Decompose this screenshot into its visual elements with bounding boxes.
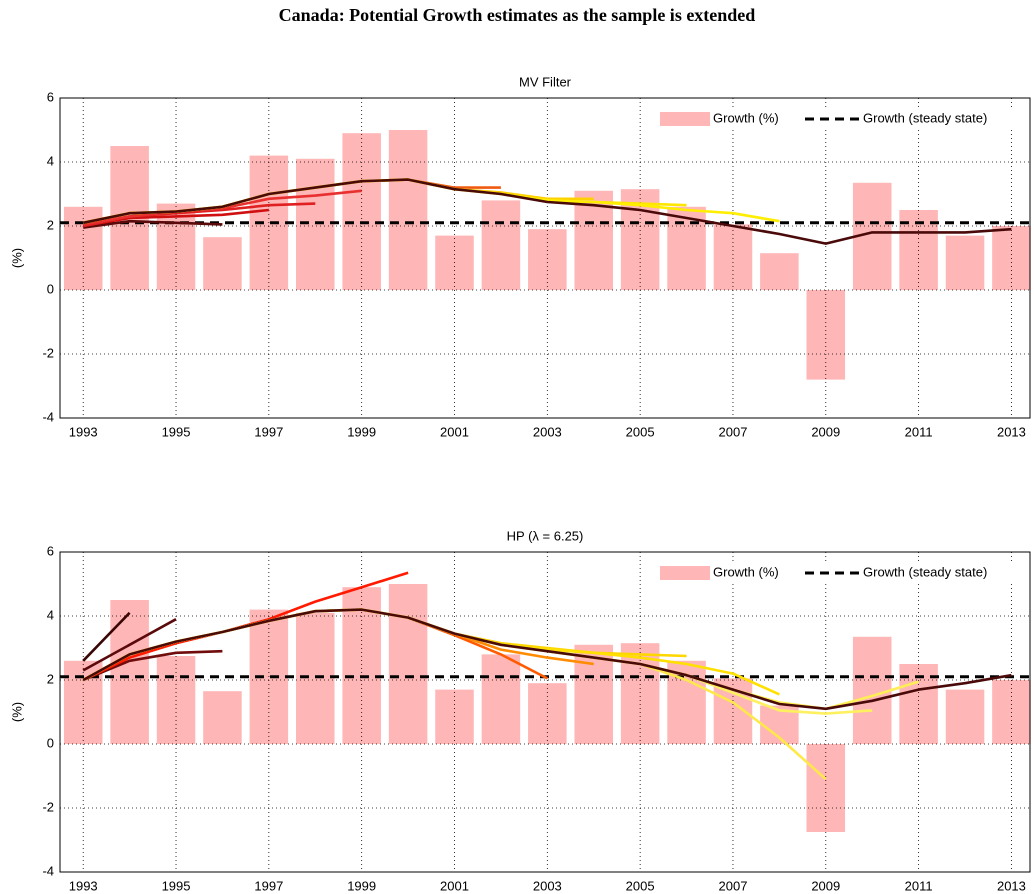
y-axis-label: (%) [9,248,24,268]
x-tick-label: 2005 [626,878,655,893]
estimate-line [82,178,1012,245]
legend-label: Growth (steady state) [863,564,987,579]
x-tick-label: 1993 [69,424,98,439]
bar [713,224,753,290]
legend-label: Growth (%) [713,564,779,579]
bar [945,235,985,290]
x-tick-label: 2003 [533,878,562,893]
y-tick-label: 0 [47,281,54,296]
bar [852,636,892,744]
y-tick-label: 2 [47,671,54,686]
x-tick-label: 2001 [440,424,469,439]
x-tick-label: 2009 [811,424,840,439]
x-tick-label: 2001 [440,878,469,893]
bar [760,253,799,290]
x-tick-label: 2013 [997,878,1026,893]
bar [388,130,428,290]
x-tick-label: 2011 [905,424,933,439]
y-tick-label: 0 [47,735,54,750]
bar [203,691,242,744]
x-tick-label: 2009 [811,878,840,893]
estimate-line [82,649,223,682]
x-tick-label: 1999 [347,878,376,893]
x-tick-label: 1999 [347,424,376,439]
y-tick-label: 2 [47,217,54,232]
x-tick-label: 2007 [719,878,748,893]
y-tick-label: -2 [42,799,54,814]
plot-frame [59,97,1031,419]
bar [481,200,521,290]
estimate-line [82,618,177,672]
bar [296,158,335,290]
legend-swatch [660,566,710,580]
panel-title: HP (λ = 6.25) [507,528,584,543]
bar [667,660,706,744]
bar [481,654,521,744]
x-tick-label: 1997 [254,878,283,893]
bar [110,600,149,744]
legend-label: Growth (%) [713,110,779,125]
x-tick-label: 1995 [162,878,191,893]
bar [296,612,335,744]
x-tick-label: 2007 [719,424,748,439]
bar [388,584,428,744]
x-tick-label: 1997 [254,424,283,439]
x-tick-label: 2013 [997,424,1026,439]
estimate-line [82,189,362,226]
legend-swatch [660,112,710,126]
y-tick-label: -2 [42,345,54,360]
y-axis-label: (%) [9,702,24,722]
y-tick-label: 6 [47,89,54,104]
x-tick-label: 1995 [162,424,191,439]
estimate-line [82,608,1012,711]
x-tick-label: 1993 [69,878,98,893]
y-tick-label: 4 [47,607,54,622]
estimate-line [83,219,223,229]
bar [342,133,381,290]
x-tick-label: 2011 [905,878,933,893]
bar [203,237,242,290]
y-tick-label: 6 [47,543,54,558]
estimate-line [82,611,131,662]
y-tick-label: -4 [42,409,54,424]
panel-title: MV Filter [519,74,572,89]
legend-label: Growth (steady state) [863,110,987,125]
y-tick-label: 4 [47,153,54,168]
bar [945,689,985,744]
plot-frame [59,551,1031,873]
x-tick-label: 2003 [533,424,562,439]
x-tick-label: 2005 [626,424,655,439]
page-title: Canada: Potential Growth estimates as th… [279,5,756,25]
y-tick-label: -4 [42,863,54,878]
bar [342,587,381,744]
bar [528,229,567,290]
bar [528,683,567,744]
estimate-line [82,608,873,715]
